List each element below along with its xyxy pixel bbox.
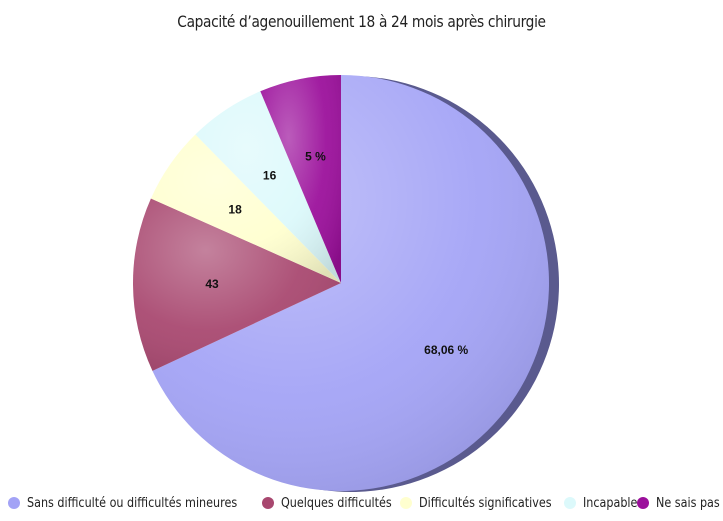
pie-slice-shading-1 [152, 75, 549, 491]
legend-swatch-1 [8, 497, 20, 509]
slice-label-3: 18 [228, 202, 242, 216]
legend-item-2: Quelques difficultés [261, 495, 398, 511]
pie-slice-shading-4 [195, 91, 341, 283]
slice-label-5: 5 % [305, 150, 326, 164]
slice-label-1: 68,06 % [424, 343, 468, 357]
legend-item-4: Incapable [564, 495, 638, 511]
pie-slice-shading-5 [260, 75, 341, 283]
legend-item-3: Difficultés significatives [400, 496, 561, 511]
pie-slice-shading-2 [133, 198, 341, 371]
legend-label-3: Difficultés significatives [419, 495, 552, 511]
chart-title: Capacité d’agenouillement 18 à 24 mois a… [177, 12, 546, 31]
legend-swatch-2 [261, 497, 274, 509]
legend-item-1: Sans difficulté ou difficultés mineures [8, 496, 259, 511]
legend-item-5: Ne sais pas [636, 495, 720, 511]
pie-slice-shading-3 [150, 134, 341, 283]
legend-label-5: Ne sais pas [655, 495, 720, 511]
legend-label-2: Quelques difficultés [280, 495, 392, 511]
slice-label-4: 16 [263, 169, 277, 183]
slice-label-2: 43 [205, 277, 219, 291]
legend-label-4: Incapable [583, 495, 638, 511]
legend-swatch-3 [400, 497, 413, 509]
legend-label-1: Sans difficulté ou difficultés mineures [27, 495, 238, 511]
chart-legend: Sans difficulté ou difficultés mineures Q… [8, 492, 720, 514]
legend-swatch-5 [636, 497, 649, 509]
legend-swatch-4 [564, 497, 577, 509]
